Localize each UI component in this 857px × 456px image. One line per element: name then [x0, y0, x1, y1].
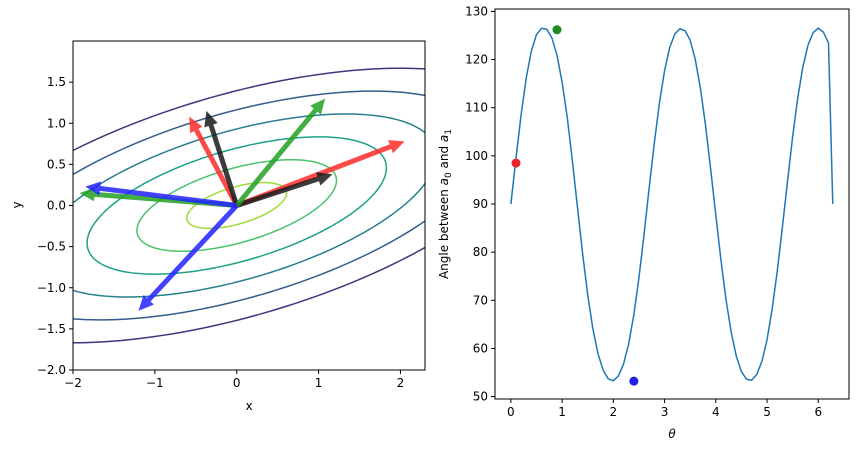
green-point	[552, 25, 562, 35]
left-y-axis-label: y	[10, 201, 24, 208]
right-x-tick-label: 2	[610, 405, 618, 419]
right-y-tick-label: 110	[465, 101, 488, 115]
left-y-tick-label: 0.0	[47, 199, 66, 213]
ylabel-part-2: a	[437, 178, 451, 185]
right-y-tick-label: 100	[465, 149, 488, 163]
right-y-axis-label: Angle between a0 and a1	[437, 129, 454, 279]
right-x-tick-label: 1	[558, 405, 566, 419]
arrow-black-1	[235, 172, 333, 208]
angle-line-1	[510, 27, 834, 382]
right-x-tick-label: 0	[507, 405, 515, 419]
right-y-tick-label: 80	[473, 245, 488, 259]
right-x-axis-label: θ	[668, 427, 676, 441]
right-y-tick-label: 90	[473, 197, 488, 211]
left-x-tick-label: 2	[397, 376, 405, 390]
left-y-tick-label: −1.5	[37, 322, 66, 336]
red-point	[511, 158, 521, 168]
left-x-tick-label: −2	[64, 376, 82, 390]
left-x-axis-label: x	[245, 399, 252, 413]
angle-line-plot: 0 1 2 3 4 5 6 50 60 70 80 90 100 110 120 130 θ Angle b…	[437, 4, 850, 441]
right-x-tick-label: 5	[763, 405, 771, 419]
left-y-tick-label: −0.5	[37, 240, 66, 254]
arrow-blue-2	[138, 203, 239, 311]
left-y-tick-label: −1.0	[37, 281, 66, 295]
arrow-red-2	[189, 116, 239, 207]
arrow-green-1	[234, 98, 326, 208]
contour-lines	[73, 67, 425, 344]
left-axes-frame	[72, 40, 426, 371]
left-x-tick-label: 0	[233, 376, 241, 390]
contour-level-6	[73, 67, 425, 344]
ylabel-part-6: 1	[444, 129, 454, 135]
left-y-tick-label: 1.0	[47, 116, 66, 130]
right-y-ticks: 50 60 70 80 90 100 110 120 130	[465, 4, 495, 404]
right-y-tick-label: 60	[473, 341, 488, 355]
arrow-blue-1	[85, 181, 238, 208]
blue-point	[629, 376, 639, 386]
left-y-ticks: −2.0 −1.5 −1.0 −0.5 0.0 0.5 1.0 1.5	[37, 75, 73, 377]
contour-level-5	[73, 90, 425, 321]
right-axes-frame	[494, 8, 850, 400]
right-x-tick-label: 6	[814, 405, 822, 419]
right-x-tick-label: 3	[661, 405, 669, 419]
vector-arrows	[79, 98, 405, 311]
left-x-ticks: −2 −1 0 1 2	[64, 370, 404, 390]
left-x-tick-label: −1	[146, 376, 164, 390]
right-y-tick-label: 70	[473, 293, 488, 307]
right-y-tick-label: 120	[465, 53, 488, 67]
left-y-tick-label: 1.5	[47, 75, 66, 89]
left-x-tick-label: 1	[315, 376, 323, 390]
ylabel-part-4: and	[437, 142, 451, 172]
ylabel-part-5: a	[437, 135, 451, 142]
right-y-tick-label: 130	[465, 4, 488, 18]
right-x-ticks: 0 1 2 3 4 5 6	[507, 399, 822, 419]
arrow-black-2	[204, 110, 240, 207]
ylabel-part-1: Angle between	[437, 185, 451, 279]
angle-series	[510, 27, 834, 382]
left-y-tick-label: −2.0	[37, 363, 66, 377]
highlight-points	[511, 25, 639, 386]
right-x-tick-label: 4	[712, 405, 720, 419]
left-y-tick-label: 0.5	[47, 157, 66, 171]
ylabel-part-3: 0	[444, 172, 454, 178]
right-y-tick-label: 50	[473, 390, 488, 404]
contour-plot: −2 −1 0 1 2 −2.0 −1.5 −1.0 −0.5 0.0 0.5 1.0 1.5 x y	[10, 40, 426, 413]
